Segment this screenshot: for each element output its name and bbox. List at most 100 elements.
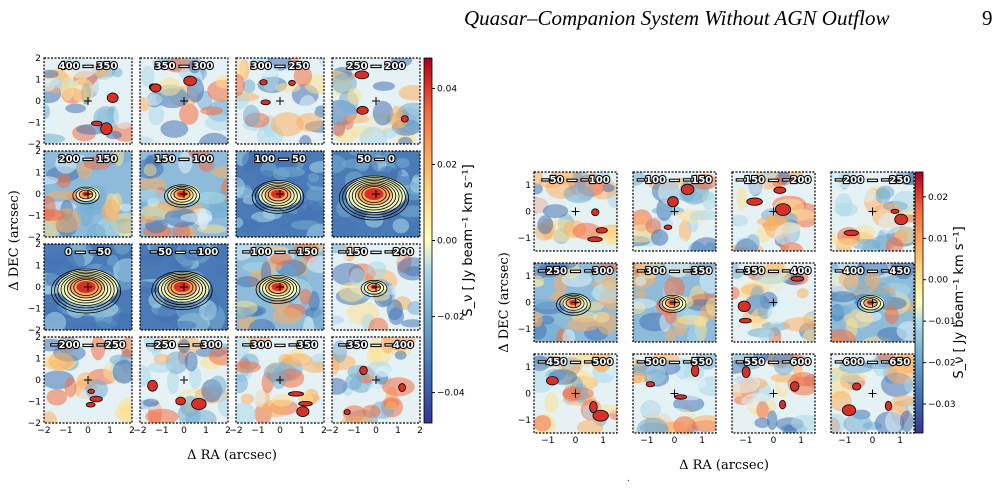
noise-blob xyxy=(189,365,202,390)
y-tick-label: −1 xyxy=(28,305,41,315)
noise-blob xyxy=(90,337,106,361)
contour-line xyxy=(361,186,387,203)
contour-blob xyxy=(149,83,162,93)
noise-blob xyxy=(140,136,154,144)
contour-line xyxy=(164,276,200,301)
contour-line xyxy=(348,180,400,213)
noise-blob xyxy=(254,387,266,408)
noise-blob xyxy=(211,58,228,70)
noise-blob xyxy=(270,112,304,137)
noise-blob xyxy=(544,392,559,413)
contour-line xyxy=(265,279,291,297)
noise-blob xyxy=(876,185,895,199)
x-tick-label: 0 xyxy=(181,426,187,436)
noise-blob xyxy=(773,354,795,376)
noise-blob xyxy=(236,244,256,261)
noise-blob xyxy=(756,216,786,227)
colorbar-tick-label: −0.03 xyxy=(928,400,956,410)
contour-line xyxy=(72,186,100,205)
noise-blob xyxy=(184,351,198,372)
colorbar xyxy=(914,171,924,434)
noise-blob xyxy=(178,339,191,354)
qso-position-marker xyxy=(180,376,188,384)
noise-blob xyxy=(338,282,365,302)
noise-blob xyxy=(118,403,132,423)
noise-blob xyxy=(241,151,264,171)
velocity-range-label: 400 — 350 xyxy=(59,61,118,72)
contour-line xyxy=(261,184,295,207)
noise-blob xyxy=(236,276,260,288)
contour-line xyxy=(658,294,687,313)
noise-blob xyxy=(753,354,769,363)
noise-blob xyxy=(188,59,201,74)
noise-blob xyxy=(782,302,798,313)
noise-blob xyxy=(345,373,363,391)
x-tick-label: 1 xyxy=(395,426,401,436)
velocity-range-label: −400 — −450 xyxy=(835,266,911,277)
channel-panel: −350 — −400 xyxy=(331,336,421,424)
noise-blob xyxy=(633,298,657,310)
noise-blob xyxy=(307,255,324,274)
velocity-range-label: 150 — 100 xyxy=(155,154,214,165)
noise-blob xyxy=(113,258,132,283)
velocity-range-label: 50 — 0 xyxy=(357,154,395,165)
noise-blob xyxy=(780,242,804,251)
noise-blob xyxy=(767,305,779,325)
noise-blob xyxy=(151,341,162,358)
contour-line xyxy=(151,270,213,311)
noise-blob xyxy=(48,352,74,370)
contour-blob xyxy=(259,79,268,86)
noise-blob xyxy=(882,172,909,182)
noise-blob xyxy=(692,415,716,428)
contour-line xyxy=(665,297,681,308)
velocity-range-label: −200 — −250 xyxy=(835,175,911,186)
velocity-range-label: −150 — −200 xyxy=(338,247,414,258)
contour-line xyxy=(268,281,288,294)
noise-blob xyxy=(140,251,166,263)
channel-panel: −50 — −100 xyxy=(533,171,618,252)
x-tick-label: −1 xyxy=(541,436,554,446)
noise-blob xyxy=(290,220,321,230)
y-tick-label: 1 xyxy=(35,262,41,272)
qso-position-marker xyxy=(571,389,580,398)
contour-line xyxy=(254,181,301,212)
velocity-range-label: −200 — −250 xyxy=(50,340,126,351)
contour-blob xyxy=(298,400,313,407)
noise-blob xyxy=(383,337,416,352)
y-tick-label: −2 xyxy=(28,419,41,429)
noise-blob xyxy=(247,337,271,346)
noise-blob xyxy=(92,76,126,98)
noise-blob xyxy=(83,155,112,171)
qso-position-marker xyxy=(372,190,380,198)
qso-position-marker xyxy=(276,283,284,291)
contour-line xyxy=(342,177,406,218)
noise-blob xyxy=(236,91,249,110)
noise-blob xyxy=(737,263,767,274)
contour-blob xyxy=(790,275,805,282)
panel-frame xyxy=(43,57,133,145)
qso-position-marker xyxy=(670,298,679,307)
contour-line xyxy=(267,187,289,202)
noise-blob xyxy=(275,82,301,93)
contour-line xyxy=(251,180,305,214)
noise-blob xyxy=(885,237,904,251)
contour-blob xyxy=(87,388,95,394)
noise-blob xyxy=(689,210,716,221)
noise-blob xyxy=(157,200,185,212)
noise-blob xyxy=(157,303,180,323)
noise-blob xyxy=(298,135,312,144)
panel-frame xyxy=(139,243,229,331)
noise-blob xyxy=(732,286,740,300)
noise-blob xyxy=(180,244,207,261)
contour-blob xyxy=(591,208,600,217)
colorbar-label: S_ν [ Jy beam⁻¹ km s⁻¹] xyxy=(952,226,967,378)
noise-blob xyxy=(410,177,420,193)
panel-frame xyxy=(331,57,421,145)
panel-frame xyxy=(331,150,421,238)
noise-blob xyxy=(766,410,778,431)
noise-blob xyxy=(86,223,107,237)
contour-blob xyxy=(741,366,751,378)
panel-frame xyxy=(632,262,717,343)
panel-frame xyxy=(43,243,133,331)
